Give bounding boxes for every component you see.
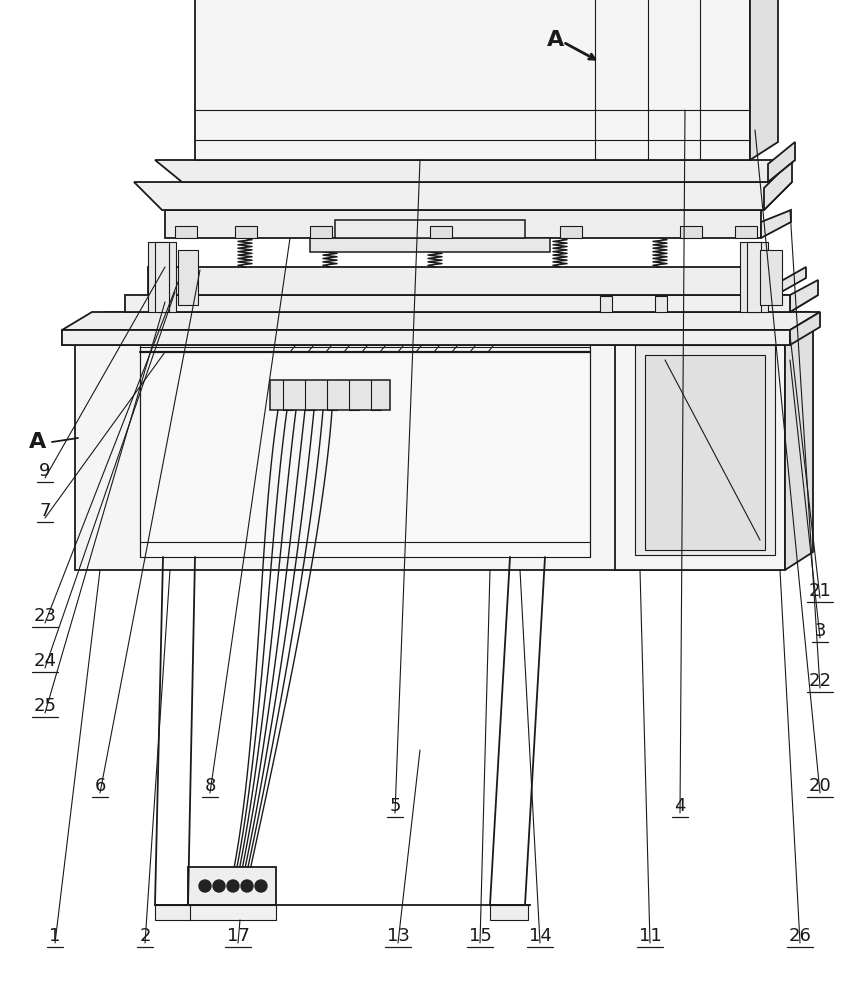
Text: 25: 25 [34,697,57,715]
Polygon shape [615,335,785,570]
Polygon shape [776,267,806,295]
Circle shape [241,880,253,892]
Text: 24: 24 [34,652,57,670]
Text: 23: 23 [34,607,57,625]
Polygon shape [635,345,775,555]
Polygon shape [155,160,795,182]
Polygon shape [615,318,813,335]
Polygon shape [768,142,795,182]
Bar [125,295,790,312]
Polygon shape [75,330,780,570]
Text: 4: 4 [674,797,686,815]
Bar [335,220,525,238]
Circle shape [199,880,211,892]
Text: 6: 6 [94,777,106,795]
Bar [655,296,667,312]
Text: 14: 14 [528,927,551,945]
Bar [188,867,276,905]
Bar [680,226,702,238]
Polygon shape [134,182,792,210]
Text: A: A [547,30,565,50]
Bar [740,242,768,312]
Bar [310,238,550,252]
Polygon shape [125,295,818,312]
Polygon shape [750,0,778,160]
Bar [430,226,452,238]
Circle shape [227,880,239,892]
Bar [490,905,528,920]
Text: A: A [30,432,47,452]
Polygon shape [62,330,790,345]
Bar [747,242,761,312]
Bar [62,330,790,345]
Bar [175,226,197,238]
Bar [165,210,761,238]
Text: 22: 22 [808,672,832,690]
Text: 13: 13 [387,927,410,945]
Text: 1: 1 [49,927,61,945]
Bar [560,226,582,238]
Polygon shape [764,160,792,210]
Bar [600,296,612,312]
Text: 15: 15 [469,927,492,945]
Bar [155,242,169,312]
Bar [140,347,590,557]
Text: 7: 7 [39,502,51,520]
Text: 8: 8 [204,777,215,795]
Bar [195,0,750,160]
Polygon shape [75,312,810,330]
Polygon shape [780,312,810,570]
Bar [148,242,176,312]
Text: 9: 9 [39,462,51,480]
Circle shape [213,880,225,892]
Bar [735,226,757,238]
Polygon shape [645,355,765,550]
Text: 17: 17 [226,927,249,945]
Polygon shape [790,312,820,345]
Text: 5: 5 [389,797,401,815]
Text: 20: 20 [809,777,831,795]
Bar [235,226,257,238]
Text: 26: 26 [789,927,812,945]
Polygon shape [761,210,791,238]
Bar [760,250,782,305]
Bar [188,905,276,920]
Polygon shape [785,318,813,570]
Text: 3: 3 [814,622,826,640]
Bar [178,250,198,305]
Bar [148,267,776,295]
Text: 21: 21 [808,582,831,600]
Bar [155,905,190,920]
Circle shape [255,880,267,892]
Text: 11: 11 [639,927,661,945]
Text: 2: 2 [139,927,151,945]
Bar [270,380,390,410]
Bar [310,226,332,238]
Polygon shape [790,280,818,312]
Polygon shape [62,312,820,330]
